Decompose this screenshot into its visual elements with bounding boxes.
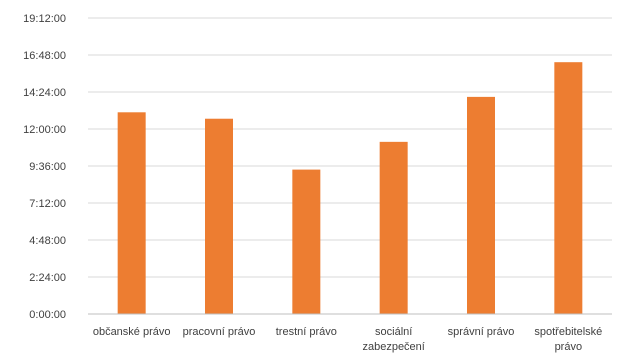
y-tick-label: 2:24:00 [29, 272, 66, 284]
bar [379, 141, 408, 314]
y-tick-label: 7:12:00 [29, 198, 66, 210]
x-category-label-line: správní právo [448, 326, 515, 338]
bar [292, 169, 321, 314]
x-category-label-line: sociální [375, 326, 412, 338]
x-category-label: správní právo [448, 326, 515, 338]
y-tick-label: 9:36:00 [29, 161, 66, 173]
x-category-label: občanské právo [93, 326, 171, 338]
bars [117, 62, 583, 314]
x-category-label: spotřebitelské právo [534, 326, 602, 353]
y-tick-label: 14:24:00 [23, 87, 66, 99]
x-axis-labels: občanské právo pracovní právo trestní práv… [93, 326, 602, 353]
gridlines [88, 17, 612, 278]
y-tick-label: 12:00:00 [23, 124, 66, 136]
x-category-label-line: pracovní právo [183, 326, 256, 338]
x-category-label-line: občanské právo [93, 326, 171, 338]
x-category-label: pracovní právo [183, 326, 256, 338]
x-category-label-line: zabezpečení [362, 341, 424, 353]
x-category-label-line: trestní právo [276, 326, 337, 338]
bar [205, 118, 233, 314]
bar [467, 96, 495, 314]
x-category-label-line: právo [555, 341, 583, 353]
y-axis-ticks: 0:00:00 2:24:00 4:48:00 7:12:00 9:36:00 12:00… [23, 13, 66, 321]
bar [117, 112, 146, 314]
bar [554, 62, 583, 314]
x-category-label: sociální zabezpečení [362, 326, 424, 353]
y-tick-label: 4:48:00 [29, 235, 66, 247]
y-tick-label: 0:00:00 [29, 309, 66, 321]
x-category-label: trestní právo [276, 326, 337, 338]
y-tick-label: 19:12:00 [23, 13, 66, 25]
x-category-label-line: spotřebitelské [534, 326, 602, 338]
y-tick-label: 16:48:00 [23, 50, 66, 62]
